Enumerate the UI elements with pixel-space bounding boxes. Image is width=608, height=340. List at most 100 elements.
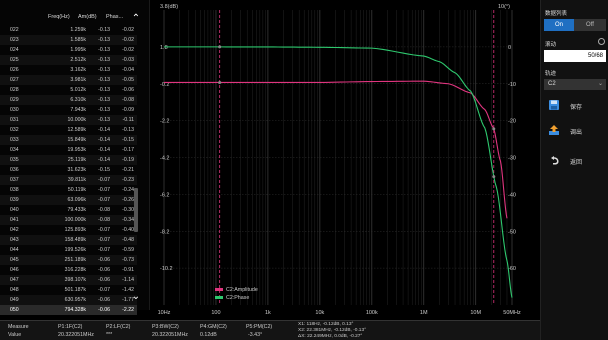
row-phase: -0.23 [122, 177, 134, 183]
bode-plot[interactable]: 3.8(dB) 10(°) 1.8 -0.2 -2.2 -4.2 -6.2 -8.2 -10.2… [150, 0, 540, 320]
table-row[interactable]: 049 630.957k -0.06 -1.77 [0, 295, 137, 305]
row-freq: 63.096k [67, 197, 86, 203]
p2-label: P2:LF(C2) [106, 324, 131, 330]
left-tick-label: -2.2 [160, 119, 169, 125]
table-row[interactable]: 031 10.000k -0.13 -0.11 [0, 115, 137, 125]
save-button[interactable]: 保存 [544, 97, 606, 115]
table-row[interactable]: 032 12.589k -0.14 -0.13 [0, 125, 137, 135]
row-phase: -0.08 [122, 97, 134, 103]
back-button[interactable]: 返回 [544, 152, 606, 170]
table-row[interactable]: 035 25.119k -0.14 -0.19 [0, 155, 137, 165]
row-amp: -0.13 [98, 77, 110, 83]
freq-header[interactable]: Freq(Hz) [48, 14, 70, 20]
table-row[interactable]: 039 63.096k -0.07 -0.26 [0, 195, 137, 205]
table-row[interactable]: 041 100.000k -0.08 -0.34 [0, 215, 137, 225]
scroll-input[interactable]: 50/68 [544, 50, 606, 62]
row-index: 025 [10, 57, 19, 63]
table-row[interactable]: 038 50.119k -0.07 -0.24 [0, 185, 137, 195]
table-row[interactable]: 048 501.187k -0.07 -1.42 [0, 285, 137, 295]
legend-amplitude: C2:Amplitude [215, 287, 258, 293]
data-table[interactable]: Freq(Hz) Am(dB) Phas... ⌃ 022 1.259k -0.13… [0, 0, 150, 315]
trace-marker [492, 127, 496, 131]
row-freq: 1.259k [70, 27, 86, 33]
table-row[interactable]: 050 794.328k -0.06 -2.22 [0, 305, 137, 315]
knob-icon [598, 38, 605, 45]
row-index: 037 [10, 177, 19, 183]
row-index: 026 [10, 67, 19, 73]
load-button[interactable]: 调出 [544, 122, 606, 140]
row-index: 042 [10, 227, 19, 233]
row-phase: -1.42 [122, 287, 134, 293]
x-tick-label: 10k [315, 310, 324, 316]
table-row[interactable]: 029 6.310k -0.13 -0.08 [0, 95, 137, 105]
table-row[interactable]: 043 158.489k -0.07 -0.48 [0, 235, 137, 245]
table-row[interactable]: 044 199.526k -0.07 -0.59 [0, 245, 137, 255]
left-tick-label: -6.2 [160, 192, 169, 198]
table-row[interactable]: 046 316.228k -0.06 -0.91 [0, 265, 137, 275]
row-phase: -0.48 [122, 237, 134, 243]
table-row[interactable]: 024 1.995k -0.13 -0.02 [0, 45, 137, 55]
amplitude-trace [164, 80, 508, 219]
right-tick-label: -20 [508, 119, 516, 125]
x-tick-label: 1M [420, 310, 428, 316]
table-row[interactable]: 042 125.893k -0.07 -0.40 [0, 225, 137, 235]
row-phase: -0.21 [122, 167, 134, 173]
row-freq: 31.623k [67, 167, 86, 173]
row-index: 034 [10, 147, 19, 153]
table-row[interactable]: 026 3.162k -0.13 -0.04 [0, 65, 137, 75]
value-label: Value [8, 332, 22, 338]
table-row[interactable]: 027 3.981k -0.13 -0.05 [0, 75, 137, 85]
table-row[interactable]: 023 1.585k -0.13 -0.02 [0, 35, 137, 45]
measure-label: Measure [8, 324, 29, 330]
toggle-off-option[interactable]: Off [586, 22, 594, 28]
row-index: 049 [10, 297, 19, 303]
trace-select[interactable]: C2 ⌄ [544, 79, 606, 90]
table-row[interactable]: 037 39.811k -0.07 -0.23 [0, 175, 137, 185]
table-row[interactable]: 025 2.512k -0.13 -0.03 [0, 55, 137, 65]
table-row[interactable]: 034 19.953k -0.14 -0.17 [0, 145, 137, 155]
row-index: 033 [10, 137, 19, 143]
table-row[interactable]: 033 15.849k -0.14 -0.15 [0, 135, 137, 145]
table-scrollbar[interactable] [134, 188, 138, 232]
toggle-on-option[interactable]: On [544, 19, 574, 31]
row-amp: -0.08 [98, 217, 110, 223]
scroll-up-icon[interactable]: ⌃ [131, 13, 141, 24]
legend-amplitude-label: C2:Amplitude [226, 287, 258, 293]
amp-header[interactable]: Am(dB) [78, 14, 97, 20]
row-amp: -0.07 [98, 237, 110, 243]
table-row[interactable]: 040 79.433k -0.08 -0.30 [0, 205, 137, 215]
row-phase: -0.15 [122, 137, 134, 143]
row-amp: -0.07 [98, 177, 110, 183]
amplitude-swatch [215, 288, 223, 292]
row-freq: 630.957k [64, 297, 86, 303]
row-phase: -0.11 [122, 117, 134, 123]
row-amp: -0.06 [98, 307, 110, 313]
right-tick-label: 0 [508, 45, 511, 51]
trace-marker [218, 80, 222, 84]
table-row[interactable]: 022 1.259k -0.13 -0.02 [0, 25, 137, 35]
row-amp: -0.07 [98, 247, 110, 253]
row-freq: 3.981k [70, 77, 86, 83]
row-phase: -2.22 [122, 307, 134, 313]
right-tick-label: -30 [508, 156, 516, 162]
row-phase: -1.77 [122, 297, 134, 303]
scroll-down-icon[interactable]: ⌄ [131, 291, 141, 302]
return-icon [551, 156, 559, 165]
x-tick-label: 100 [211, 310, 220, 316]
row-amp: -0.13 [98, 87, 110, 93]
row-amp: -0.13 [98, 97, 110, 103]
table-row[interactable]: 030 7.943k -0.13 -0.09 [0, 105, 137, 115]
table-row[interactable]: 045 251.189k -0.06 -0.73 [0, 255, 137, 265]
row-freq: 19.953k [67, 147, 86, 153]
row-phase: -0.40 [122, 227, 134, 233]
table-row[interactable]: 036 31.623k -0.15 -0.21 [0, 165, 137, 175]
row-phase: -0.03 [122, 57, 134, 63]
table-row[interactable]: 047 398.107k -0.06 -1.14 [0, 275, 137, 285]
phase-header[interactable]: Phas... [106, 14, 124, 20]
data-list-toggle[interactable]: On Off [544, 19, 606, 31]
row-freq: 25.119k [67, 157, 86, 163]
row-index: 023 [10, 37, 19, 43]
row-freq: 79.433k [67, 207, 86, 213]
table-row[interactable]: 028 5.012k -0.13 -0.06 [0, 85, 137, 95]
phase-trace [164, 46, 513, 298]
